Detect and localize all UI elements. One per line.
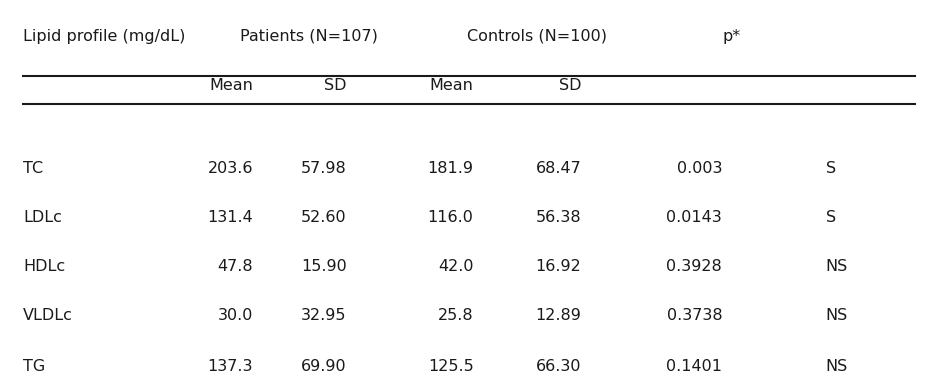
Text: 68.47: 68.47 (536, 161, 581, 176)
Text: 52.60: 52.60 (301, 210, 347, 225)
Text: 125.5: 125.5 (428, 359, 474, 375)
Text: 181.9: 181.9 (427, 161, 474, 176)
Text: Controls (N=100): Controls (N=100) (467, 29, 607, 44)
Text: 0.3738: 0.3738 (667, 308, 723, 324)
Text: 0.3928: 0.3928 (667, 259, 723, 274)
Text: TG: TG (23, 359, 45, 375)
Text: SD: SD (559, 78, 581, 93)
Text: 66.30: 66.30 (536, 359, 581, 375)
Text: NS: NS (826, 259, 848, 274)
Text: Mean: Mean (209, 78, 253, 93)
Text: S: S (826, 210, 835, 225)
Text: 30.0: 30.0 (218, 308, 253, 324)
Text: 116.0: 116.0 (428, 210, 474, 225)
Text: HDLc: HDLc (23, 259, 65, 274)
Text: 42.0: 42.0 (438, 259, 474, 274)
Text: Lipid profile (mg/dL): Lipid profile (mg/dL) (23, 29, 186, 44)
Text: 16.92: 16.92 (536, 259, 581, 274)
Text: NS: NS (826, 359, 848, 375)
Text: 0.1401: 0.1401 (667, 359, 723, 375)
Text: 137.3: 137.3 (207, 359, 253, 375)
Text: 0.0143: 0.0143 (667, 210, 723, 225)
Text: 56.38: 56.38 (536, 210, 581, 225)
Text: 47.8: 47.8 (217, 259, 253, 274)
Text: 12.89: 12.89 (536, 308, 581, 324)
Text: 25.8: 25.8 (438, 308, 474, 324)
Text: TC: TC (23, 161, 43, 176)
Text: SD: SD (324, 78, 347, 93)
Text: LDLc: LDLc (23, 210, 62, 225)
Text: VLDLc: VLDLc (23, 308, 73, 324)
Text: 131.4: 131.4 (207, 210, 253, 225)
Text: 32.95: 32.95 (301, 308, 347, 324)
Text: S: S (826, 161, 835, 176)
Text: p*: p* (723, 29, 741, 44)
Text: Patients (N=107): Patients (N=107) (241, 29, 378, 44)
Text: Mean: Mean (430, 78, 474, 93)
Text: 15.90: 15.90 (301, 259, 347, 274)
Text: 0.003: 0.003 (677, 161, 723, 176)
Text: NS: NS (826, 308, 848, 324)
Text: 203.6: 203.6 (207, 161, 253, 176)
Text: 69.90: 69.90 (301, 359, 347, 375)
Text: 57.98: 57.98 (301, 161, 347, 176)
